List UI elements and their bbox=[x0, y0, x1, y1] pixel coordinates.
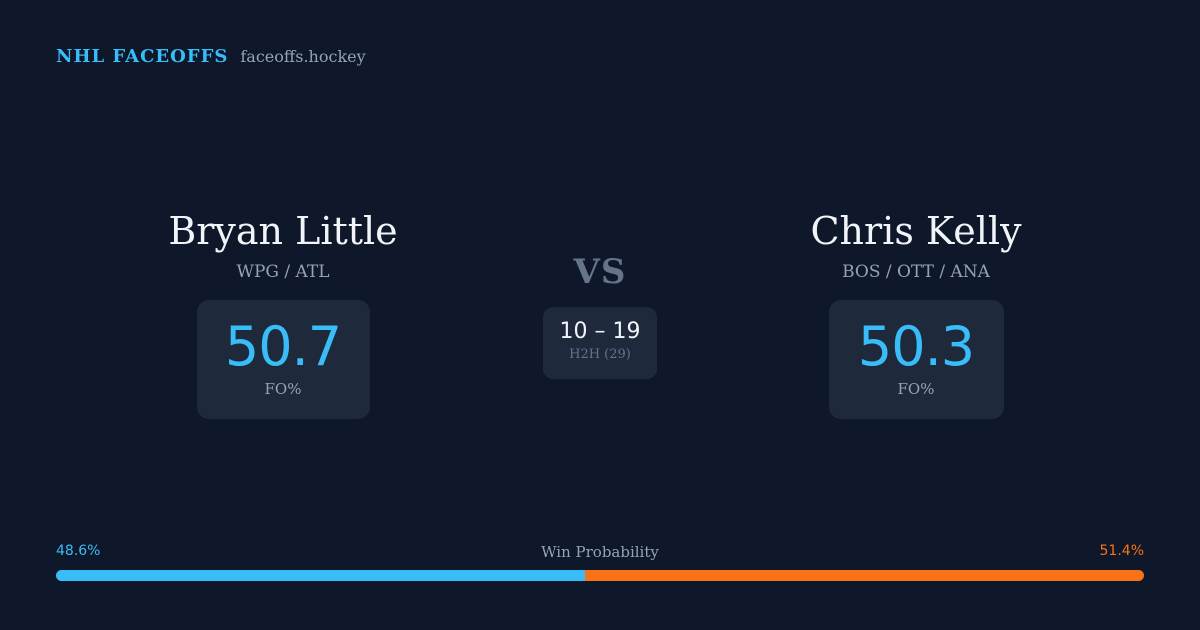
h2h-score: 10 – 19 bbox=[559, 319, 641, 344]
player-left-name: Bryan Little bbox=[168, 209, 398, 253]
player-right-stat-card: 50.3 FO% bbox=[828, 300, 1004, 419]
player-right-panel: Chris Kelly BOS / OTT / ANA 50.3 FO% bbox=[716, 206, 1116, 419]
player-right-fo-label: FO% bbox=[897, 380, 935, 398]
win-prob-bar-right-fill bbox=[584, 570, 1144, 581]
site-url[interactable]: faceoffs.hockey bbox=[240, 47, 366, 66]
win-prob-right-pct: 51.4% bbox=[1099, 543, 1144, 559]
win-prob-left-pct: 48.6% bbox=[56, 543, 101, 559]
header: NHL FACEOFFS faceoffs.hockey bbox=[56, 46, 366, 67]
win-probability-labels: 48.6% Win Probability 51.4% bbox=[56, 543, 1144, 563]
player-left-fo-pct: 50.7 bbox=[224, 315, 342, 378]
player-left-teams: WPG / ATL bbox=[236, 262, 330, 282]
brand-title[interactable]: NHL FACEOFFS bbox=[56, 46, 229, 67]
player-right-name: Chris Kelly bbox=[810, 209, 1022, 253]
win-probability-bar bbox=[56, 570, 1144, 581]
head-to-head-card: 10 – 19 H2H (29) bbox=[543, 307, 657, 379]
vs-label: VS bbox=[573, 252, 627, 292]
player-right-fo-pct: 50.3 bbox=[857, 315, 975, 378]
player-left-fo-label: FO% bbox=[264, 380, 302, 398]
player-right-teams: BOS / OTT / ANA bbox=[842, 262, 990, 282]
player-left-panel: Bryan Little WPG / ATL 50.7 FO% bbox=[83, 206, 483, 419]
win-prob-title: Win Probability bbox=[541, 543, 659, 561]
player-left-stat-card: 50.7 FO% bbox=[196, 300, 370, 419]
win-prob-bar-left-fill bbox=[56, 570, 585, 581]
h2h-label: H2H (29) bbox=[569, 347, 631, 362]
